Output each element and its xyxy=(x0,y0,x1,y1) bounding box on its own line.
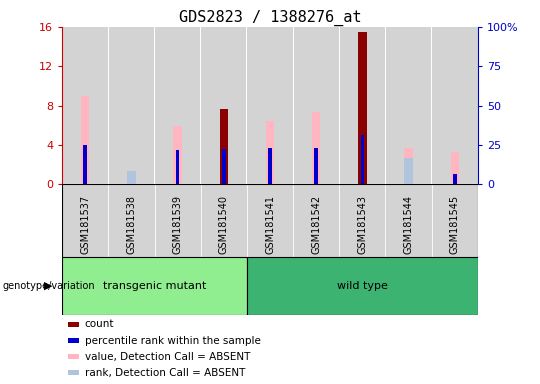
Text: genotype/variation: genotype/variation xyxy=(3,281,96,291)
Bar xyxy=(339,27,386,184)
Bar xyxy=(385,27,386,184)
Bar xyxy=(266,121,274,184)
Bar xyxy=(293,184,339,257)
Text: transgenic mutant: transgenic mutant xyxy=(103,281,206,291)
Text: rank, Detection Call = ABSENT: rank, Detection Call = ABSENT xyxy=(85,368,245,378)
Bar xyxy=(293,27,294,184)
Bar xyxy=(81,96,89,184)
Text: GSM181542: GSM181542 xyxy=(311,195,321,254)
Bar xyxy=(173,126,182,184)
Bar xyxy=(247,27,293,184)
Bar xyxy=(247,257,478,315)
Text: GSM181539: GSM181539 xyxy=(173,195,183,254)
Text: GSM181537: GSM181537 xyxy=(80,195,90,254)
Bar xyxy=(314,148,318,184)
Text: count: count xyxy=(85,319,114,329)
Bar xyxy=(431,184,478,257)
Text: GSM181544: GSM181544 xyxy=(403,195,414,254)
Bar xyxy=(200,27,201,184)
Bar xyxy=(154,27,155,184)
Bar xyxy=(451,152,459,184)
Text: GSM181538: GSM181538 xyxy=(126,195,137,254)
Bar xyxy=(431,27,432,184)
Bar xyxy=(339,27,340,184)
Bar xyxy=(220,109,228,184)
Bar xyxy=(154,184,201,257)
Text: GSM181543: GSM181543 xyxy=(357,195,367,254)
Bar xyxy=(404,148,413,184)
Bar xyxy=(312,113,320,184)
Bar xyxy=(246,27,247,184)
Bar xyxy=(453,174,457,184)
Bar xyxy=(339,184,386,257)
Text: GSM181540: GSM181540 xyxy=(219,195,229,254)
Bar xyxy=(176,150,179,184)
Text: ▶: ▶ xyxy=(44,281,53,291)
Bar xyxy=(361,135,365,184)
Text: GSM181545: GSM181545 xyxy=(450,195,460,254)
Bar xyxy=(108,27,109,184)
Bar xyxy=(109,184,154,257)
Bar xyxy=(268,148,272,184)
Text: wild type: wild type xyxy=(337,281,388,291)
Bar xyxy=(358,32,367,184)
Bar xyxy=(431,27,478,184)
Bar xyxy=(109,27,154,184)
Bar xyxy=(154,27,201,184)
Bar xyxy=(62,27,109,184)
Text: percentile rank within the sample: percentile rank within the sample xyxy=(85,336,261,346)
Bar xyxy=(62,184,109,257)
Bar xyxy=(201,184,247,257)
Text: value, Detection Call = ABSENT: value, Detection Call = ABSENT xyxy=(85,352,250,362)
Bar xyxy=(83,145,87,184)
Bar xyxy=(386,184,431,257)
Bar xyxy=(404,158,413,184)
Bar xyxy=(293,27,339,184)
Text: GSM181541: GSM181541 xyxy=(265,195,275,254)
Bar xyxy=(222,149,226,184)
Bar xyxy=(247,184,293,257)
Bar xyxy=(386,27,431,184)
Title: GDS2823 / 1388276_at: GDS2823 / 1388276_at xyxy=(179,9,361,25)
Bar xyxy=(62,257,247,315)
Bar xyxy=(127,170,136,184)
Bar xyxy=(201,27,247,184)
